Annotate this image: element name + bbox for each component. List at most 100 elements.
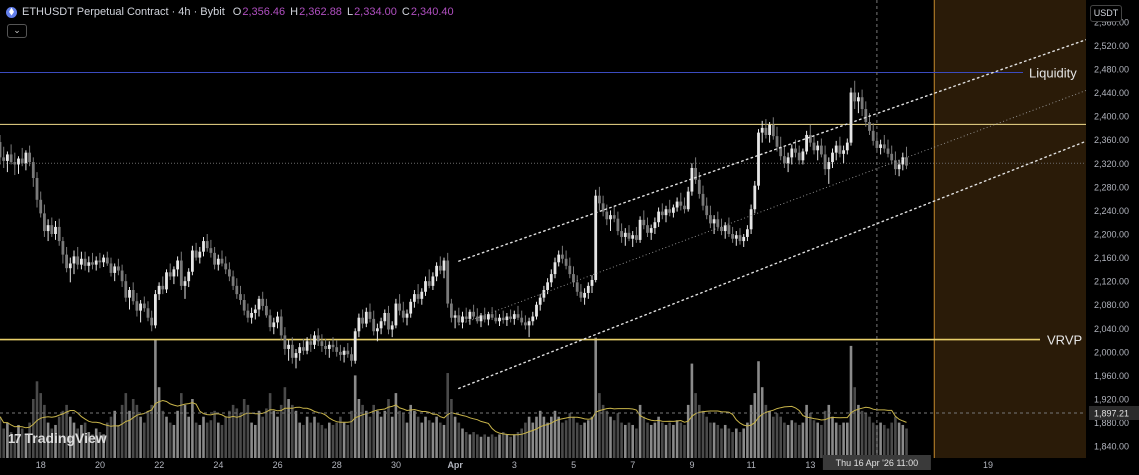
- price-tick-label: 1,920.00: [1094, 395, 1129, 405]
- volume-bar: [538, 410, 542, 458]
- volume-bar: [17, 424, 20, 458]
- symbol-title[interactable]: ETHUSDT Perpetual Contract · 4h · Bybit: [22, 6, 225, 18]
- ethereum-icon[interactable]: [6, 6, 17, 18]
- volume-bar: [609, 416, 612, 458]
- chart-header: ETHUSDT Perpetual Contract · 4h · Bybit …: [6, 6, 459, 18]
- volume-bar: [653, 422, 657, 458]
- candle: [420, 288, 424, 305]
- candle: [768, 122, 771, 143]
- candle: [117, 258, 120, 276]
- volume-bar: [279, 404, 283, 458]
- candle: [475, 308, 479, 324]
- channel-middle-line[interactable]: [458, 88, 1091, 326]
- volume-bar: [202, 416, 205, 458]
- candle: [738, 228, 742, 245]
- candle: [831, 148, 834, 168]
- candle: [327, 341, 331, 358]
- candle: [283, 327, 287, 355]
- volume-bar: [631, 424, 634, 458]
- volume-bar: [46, 422, 50, 458]
- candle: [871, 123, 875, 146]
- candle: [239, 285, 242, 305]
- candle: [453, 310, 457, 329]
- chevron-down-icon[interactable]: ⌄: [7, 24, 27, 38]
- channel-lower-line[interactable]: [458, 138, 1091, 390]
- candle: [627, 225, 631, 242]
- volume-bar: [143, 422, 146, 458]
- volume-bar: [472, 432, 475, 458]
- candle: [679, 192, 683, 211]
- price-tick-label: 2,080.00: [1094, 300, 1129, 310]
- candle: [660, 203, 664, 220]
- volume-bar: [324, 428, 327, 458]
- volume-bar: [875, 424, 879, 458]
- candle: [605, 204, 609, 226]
- price-axis[interactable]: [1086, 0, 1139, 475]
- currency-button[interactable]: USDT: [1090, 5, 1122, 22]
- candle: [450, 298, 453, 323]
- candle: [235, 278, 239, 299]
- price-tick-label: 2,120.00: [1094, 277, 1129, 287]
- candle: [509, 309, 512, 323]
- price-tick-label: 2,320.00: [1094, 159, 1129, 169]
- candle: [442, 257, 446, 279]
- volume-bar: [372, 404, 375, 458]
- tradingview-logo[interactable]: 17 TradingView: [8, 430, 107, 446]
- volume-bar: [135, 404, 139, 458]
- candle: [342, 347, 346, 363]
- volume-bar: [642, 416, 646, 458]
- candle: [894, 151, 897, 176]
- volume-bar: [128, 410, 131, 458]
- candle: [760, 120, 764, 143]
- candle: [83, 251, 87, 271]
- candle: [276, 311, 279, 329]
- time-tick-label: 5: [571, 460, 576, 470]
- volume-bar: [331, 424, 335, 458]
- volume-bar: [698, 404, 701, 458]
- candle: [531, 311, 535, 326]
- volume-bar: [686, 404, 690, 458]
- candle: [194, 242, 198, 261]
- candle: [553, 257, 557, 279]
- candle: [464, 307, 468, 323]
- volume-bar: [198, 424, 202, 458]
- candle: [712, 215, 716, 234]
- candle: [279, 309, 283, 341]
- candle: [609, 210, 612, 232]
- volume-bar: [209, 420, 213, 458]
- candle: [146, 301, 150, 322]
- volume-bar: [816, 422, 819, 458]
- volume-bar: [546, 422, 549, 458]
- volume-bar: [683, 424, 686, 458]
- time-tick-label: 13: [805, 460, 815, 470]
- time-axis[interactable]: [0, 458, 1086, 475]
- candle: [494, 310, 498, 324]
- price-tick-label: 1,880.00: [1094, 418, 1129, 428]
- volume-bar: [694, 393, 697, 458]
- candle: [694, 157, 697, 184]
- volume-bar: [723, 424, 727, 458]
- candle: [683, 197, 686, 214]
- candle: [376, 323, 379, 342]
- volume-bar: [439, 422, 442, 458]
- volume-bar: [579, 424, 583, 458]
- candle: [113, 263, 117, 282]
- candle: [124, 274, 128, 302]
- candle: [390, 321, 394, 338]
- volume-bar: [168, 422, 172, 458]
- channel-upper-line[interactable]: [458, 37, 1091, 262]
- candle: [853, 80, 857, 110]
- volume-bar: [575, 422, 579, 458]
- candle: [309, 334, 313, 352]
- volume-bar: [287, 399, 290, 458]
- volume-bar: [487, 436, 490, 458]
- candle: [849, 87, 853, 146]
- candle: [24, 150, 28, 171]
- volume-bar: [849, 345, 853, 458]
- candle: [346, 343, 350, 358]
- candle: [413, 290, 416, 308]
- candle: [520, 310, 524, 326]
- liquidity-label: Liquidity: [1029, 65, 1077, 80]
- volume-bar: [32, 399, 35, 458]
